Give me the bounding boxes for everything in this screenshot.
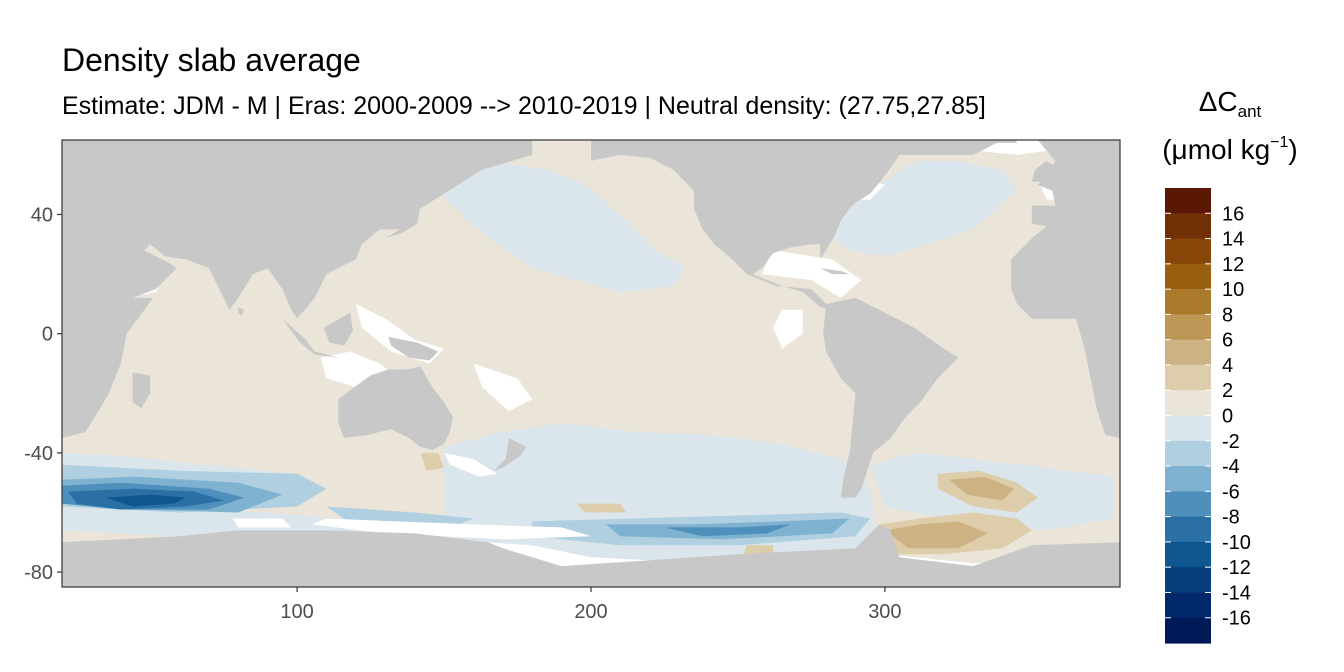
land-mass-12 xyxy=(1011,140,1120,438)
land-mass-9 xyxy=(591,140,1003,310)
chart-title: Density slab average xyxy=(62,42,361,78)
colorbar-label: -10 xyxy=(1222,532,1251,554)
colorbar-label: -8 xyxy=(1222,507,1240,529)
colorbar-segment xyxy=(1165,364,1211,391)
colorbar-segment xyxy=(1165,213,1211,240)
colorbar-label: -6 xyxy=(1222,481,1240,503)
axes: 40 0 -40 -80 100 200 300 xyxy=(24,205,901,624)
colorbar-label: -12 xyxy=(1222,557,1251,579)
land-mass-4 xyxy=(388,336,439,361)
colorbar-segment xyxy=(1165,390,1211,417)
land-mass-5 xyxy=(323,312,353,346)
colorbar-label: -14 xyxy=(1222,582,1251,604)
ocean-patch-0 xyxy=(435,148,685,292)
colorbar-segment xyxy=(1165,567,1211,594)
x-axis-tick-label: 100 xyxy=(280,601,313,623)
no-data-area-13 xyxy=(773,309,803,349)
colorbar-label: 2 xyxy=(1222,380,1233,402)
colorbar-label: 0 xyxy=(1222,406,1233,428)
map-panel xyxy=(62,140,1120,587)
colorbar-segment xyxy=(1165,238,1211,265)
land-mass-1 xyxy=(132,372,151,409)
colorbar-segment xyxy=(1165,516,1211,543)
ocean-patch-18 xyxy=(420,452,445,471)
ocean-patch-1 xyxy=(820,160,1018,257)
land-mass-2 xyxy=(238,306,245,316)
colorbar-segment xyxy=(1165,188,1211,214)
land-mass-7 xyxy=(385,202,421,239)
colorbar-segment xyxy=(1165,415,1211,442)
colorbar-segment xyxy=(1165,592,1211,619)
colorbar-segment xyxy=(1165,491,1211,518)
land-masses xyxy=(62,140,1120,587)
land-mass-0 xyxy=(62,140,533,438)
y-axis-tick-label: -80 xyxy=(24,562,53,584)
y-axis-tick-label: 40 xyxy=(31,205,53,227)
ocean-patch-9 xyxy=(106,494,186,507)
land-mass-10 xyxy=(820,268,850,275)
colorbar-segment xyxy=(1165,289,1211,315)
y-axis-tick-label: 0 xyxy=(42,324,53,346)
colorbar-label: -16 xyxy=(1222,608,1251,630)
ocean-patch-20 xyxy=(743,545,774,555)
ocean-patch-12 xyxy=(664,524,791,537)
colorbar-label: 4 xyxy=(1222,355,1233,377)
land-mass-3 xyxy=(338,366,453,450)
no-data-area-5 xyxy=(473,363,533,412)
land-mass-13 xyxy=(1031,160,1056,182)
no-data-area-9 xyxy=(761,250,862,298)
legend-title: ΔCant xyxy=(1198,86,1262,121)
land-mass-6 xyxy=(282,318,339,358)
no-data-area-14 xyxy=(232,518,292,528)
colorbar-label: -4 xyxy=(1222,456,1240,478)
land-mass-11 xyxy=(823,297,959,498)
colorbar-label: 10 xyxy=(1222,279,1244,301)
chart-subtitle: Estimate: JDM - M | Eras: 2000-2009 --> … xyxy=(62,92,986,120)
land-mass-15 xyxy=(62,524,1120,587)
colorbar-segment xyxy=(1165,541,1211,568)
colorbar-label: 6 xyxy=(1222,330,1233,352)
colorbar-segment xyxy=(1165,440,1211,467)
land-mass-14 xyxy=(990,140,1018,143)
colorbar-segment xyxy=(1165,263,1211,290)
colorbar-segment xyxy=(1165,617,1211,644)
ocean-patch-19 xyxy=(576,503,627,513)
colorbar-segment xyxy=(1165,339,1211,366)
colorbar-legend: 16 14 12 10 8 6 4 2 0 -2 -4 -6 -8 -10 -12 -14 -16 xyxy=(1165,188,1251,644)
ocean-patch-17 xyxy=(949,476,1015,501)
ocean-patch-15 xyxy=(884,521,988,549)
ocean-field xyxy=(62,148,1115,564)
colorbar-segment xyxy=(1165,314,1211,341)
legend-unit: (μmol kg−1) xyxy=(1162,134,1298,165)
colorbar-label: 12 xyxy=(1222,254,1244,276)
x-axis-tick-label: 300 xyxy=(868,601,901,623)
no-data-area-2 xyxy=(311,518,591,540)
no-data-area-6 xyxy=(444,452,497,477)
colorbar-label: 14 xyxy=(1222,229,1244,251)
colorbar-label: 8 xyxy=(1222,304,1233,326)
colorbar-label: 16 xyxy=(1222,203,1244,225)
colorbar-segment xyxy=(1165,466,1211,492)
colorbar-label: -2 xyxy=(1222,431,1240,453)
x-axis-tick-label: 200 xyxy=(574,601,607,623)
y-axis-tick-label: -40 xyxy=(24,443,53,465)
land-mass-8 xyxy=(494,438,527,471)
